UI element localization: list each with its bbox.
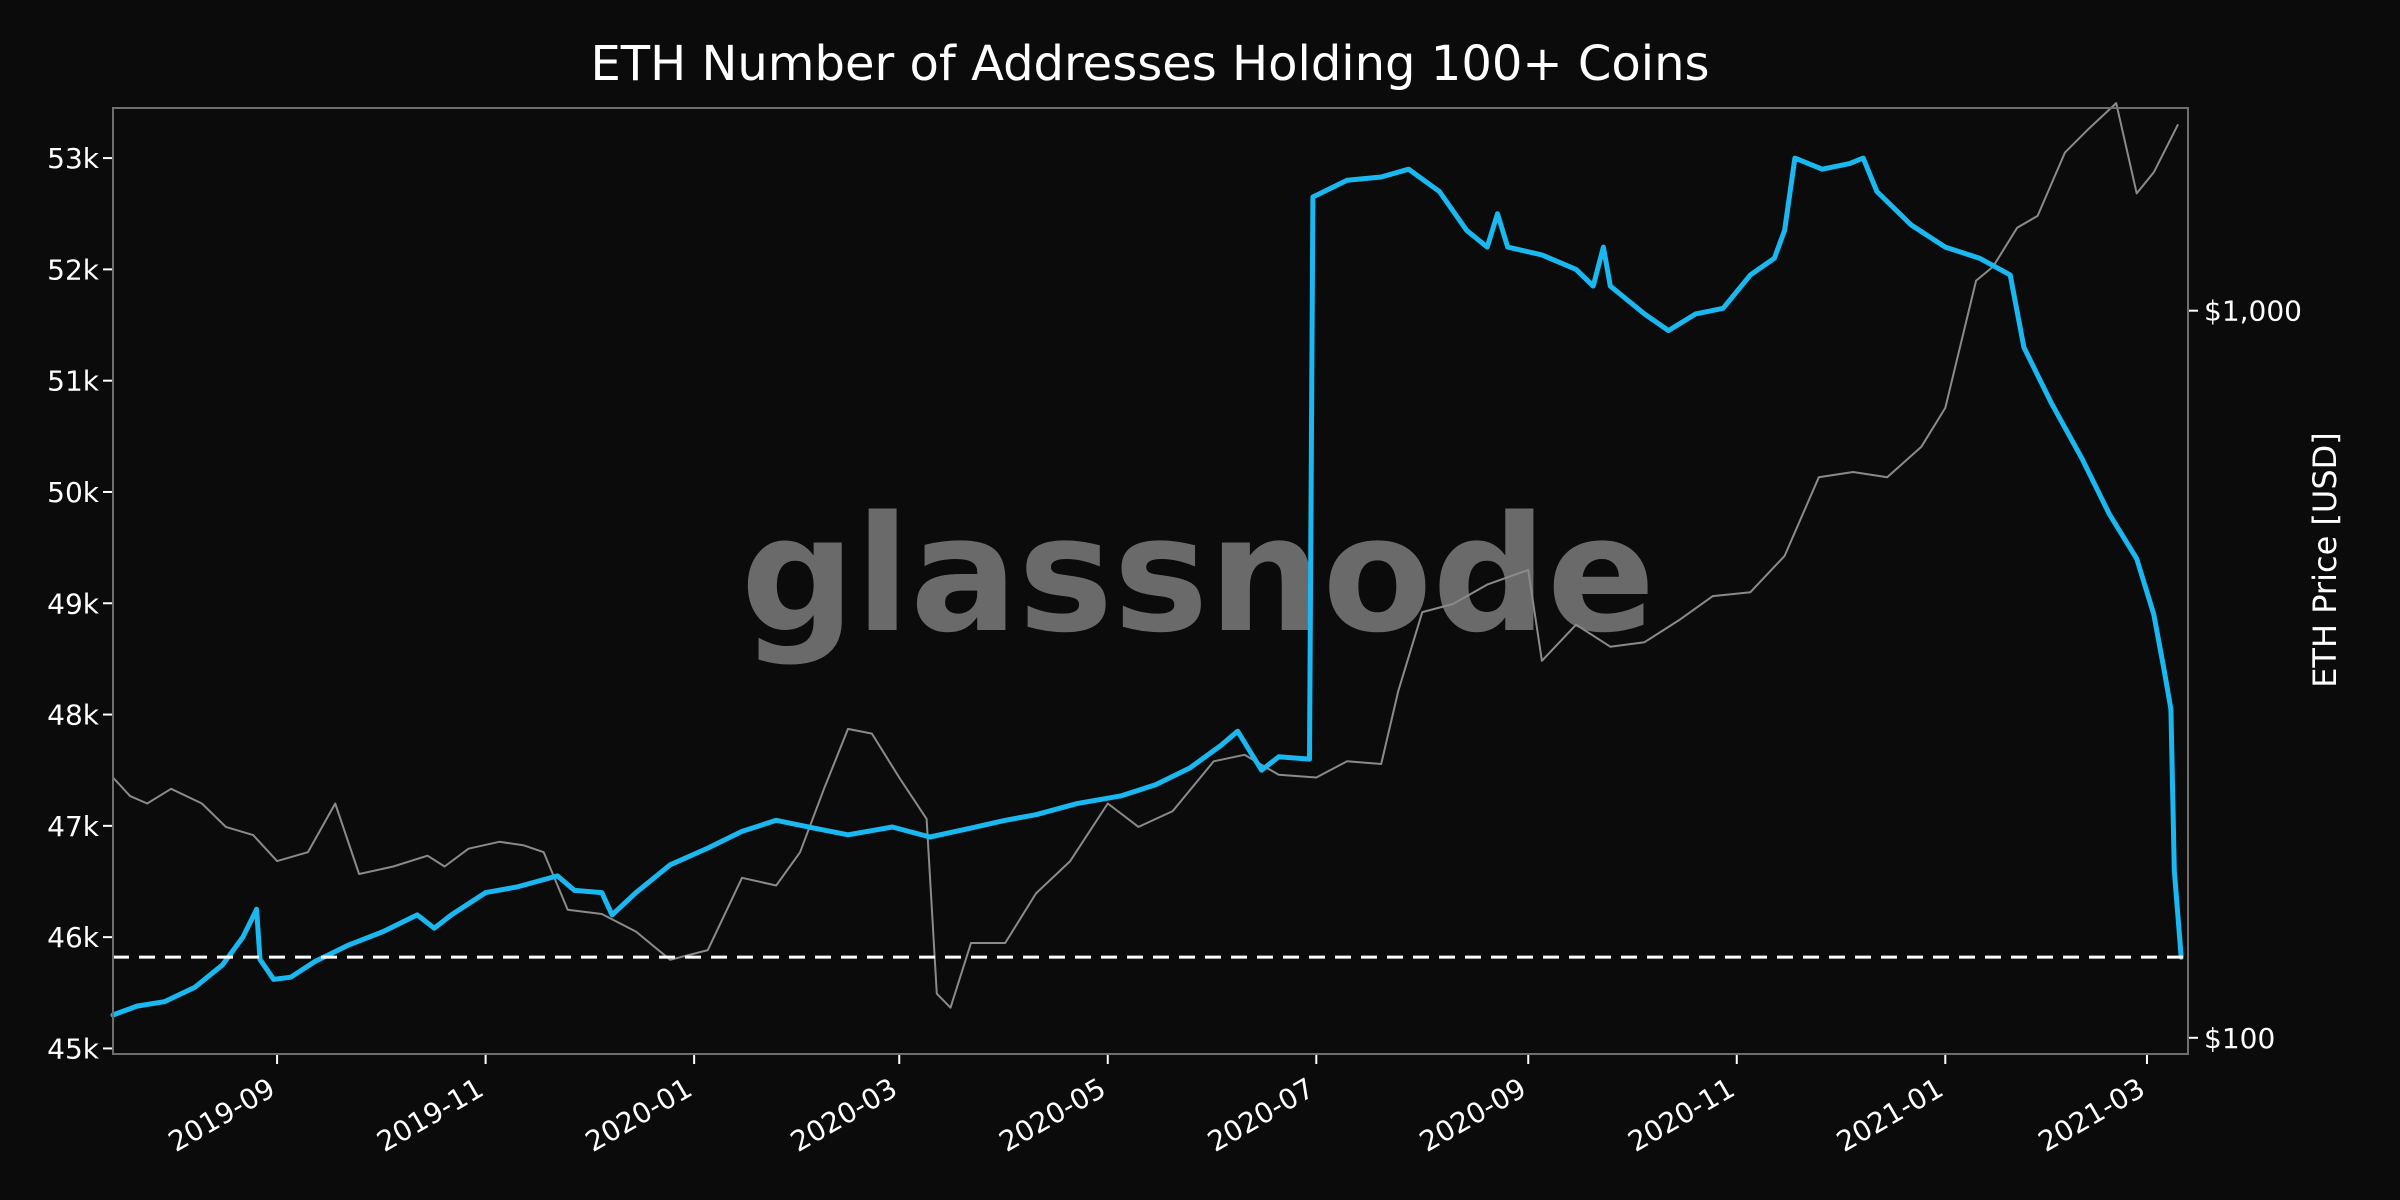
right-axis: $100 $1,000 <box>2188 295 2302 1055</box>
plot-frame <box>112 107 2189 1055</box>
y-tick-label: 53k <box>47 142 100 175</box>
y-tick-label: 46k <box>47 921 100 954</box>
y2-tick-label: $100 <box>2204 1022 2275 1055</box>
y2-tick-label: $1,000 <box>2204 295 2302 328</box>
y-tick-label: 50k <box>47 476 100 509</box>
series-layer <box>110 102 2184 1018</box>
glassnode-watermark: glassnode <box>741 481 1656 668</box>
left-axis: 45k 46k 47k 48k 49k 50k 51k 52k 53k <box>47 142 113 1065</box>
y-tick-label: 48k <box>47 699 100 732</box>
y-tick-label: 45k <box>47 1032 100 1065</box>
y-tick-label: 51k <box>47 365 100 398</box>
y-tick-label: 52k <box>47 253 100 286</box>
chart-title: ETH Number of Addresses Holding 100+ Coi… <box>590 36 1709 92</box>
right-axis-label: ETH Price [USD] <box>2306 432 2344 688</box>
address-count-line <box>110 155 2184 1018</box>
y-tick-label: 49k <box>47 587 100 620</box>
eth-price-line <box>112 102 2179 1009</box>
y-tick-label: 47k <box>47 810 100 843</box>
